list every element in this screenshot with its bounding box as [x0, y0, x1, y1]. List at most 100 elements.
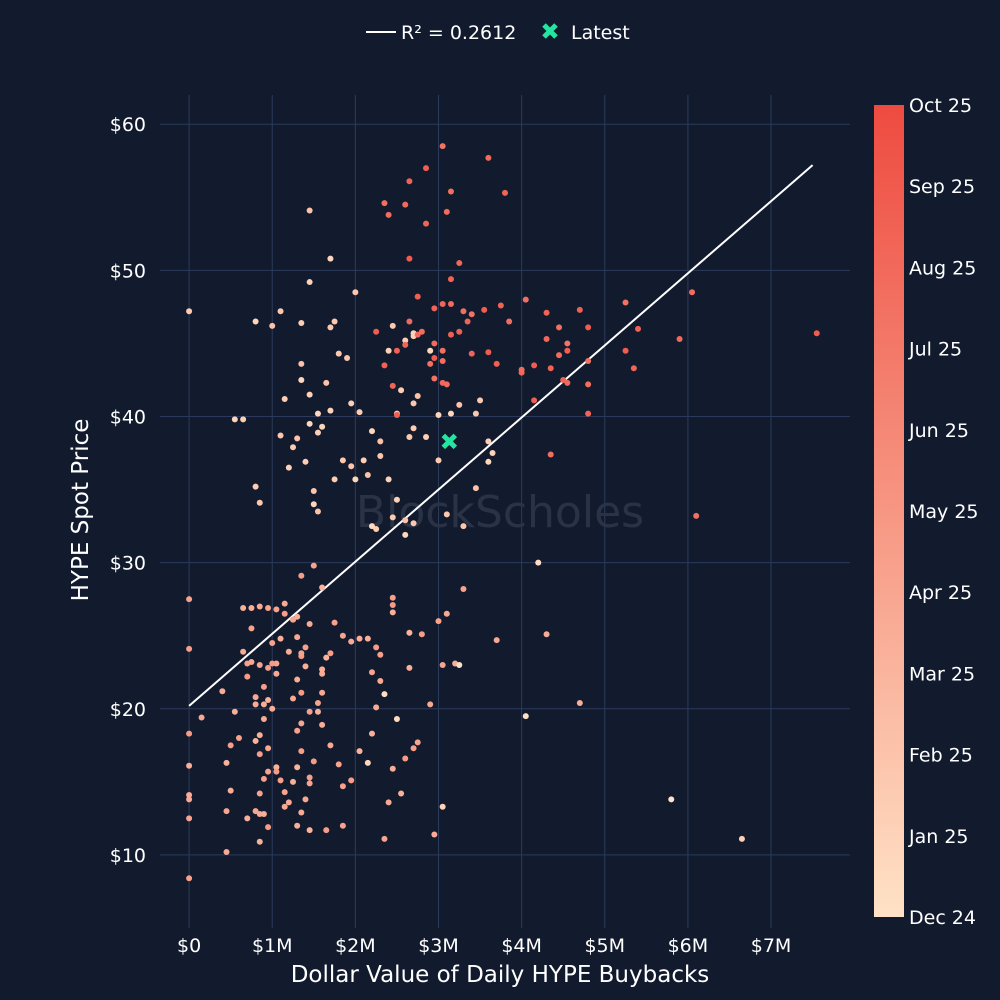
y-axis-ticks: $10 $20 $30 $40 $50 $60 — [110, 114, 146, 867]
scatter-point — [543, 631, 550, 638]
latest-point — [441, 433, 458, 450]
scatter-point — [456, 661, 463, 668]
scatter-point — [319, 423, 326, 430]
scatter-point — [585, 410, 592, 417]
scatter-point — [373, 704, 380, 711]
scatter-point — [339, 822, 346, 829]
scatter-point — [522, 296, 529, 303]
latest-x-icon — [542, 23, 558, 39]
gridlines — [160, 95, 850, 928]
scatter-point — [352, 289, 359, 296]
scatter-point — [344, 355, 351, 362]
scatter-point — [427, 360, 434, 367]
scatter-point — [389, 594, 396, 601]
scatter-point — [402, 341, 409, 348]
scatter-point — [314, 699, 321, 706]
watermark: BlockScholes — [356, 487, 644, 538]
scatter-point — [543, 336, 550, 343]
scatter-point — [368, 523, 375, 530]
scatter-point — [290, 616, 297, 623]
scatter-point — [294, 764, 301, 771]
scatter-point — [439, 661, 446, 668]
scatter-point — [302, 644, 309, 651]
scatter-point — [381, 691, 388, 698]
scatter-point — [406, 178, 413, 185]
scatter-point — [273, 768, 280, 775]
scatter-point — [248, 659, 255, 666]
scatter-point — [327, 407, 334, 414]
y-tick-label: $40 — [110, 407, 146, 429]
scatter-point — [219, 688, 226, 695]
scatter-point — [306, 621, 313, 628]
legend-regression-label[interactable]: R² = 0.2612 — [401, 22, 516, 44]
scatter-point — [439, 347, 446, 354]
scatter-point — [327, 650, 334, 657]
scatter-point — [314, 508, 321, 515]
scatter-point — [506, 318, 513, 325]
scatter-point — [281, 803, 288, 810]
scatter-point — [269, 660, 276, 667]
scatter-point — [460, 585, 467, 592]
scatter-point — [443, 511, 450, 518]
legend[interactable]: R² = 0.2612 Latest — [366, 22, 630, 44]
scatter-point — [294, 676, 301, 683]
scatter-point — [389, 765, 396, 772]
scatter-point — [323, 654, 330, 661]
scatter-point — [630, 365, 637, 372]
scatter-point — [335, 350, 342, 357]
scatter-point — [406, 664, 413, 671]
scatter-point — [252, 694, 259, 701]
scatter-point — [393, 347, 400, 354]
scatter-point — [319, 670, 326, 677]
scatter-point — [265, 697, 272, 704]
scatter-point — [414, 331, 421, 338]
scatter-point — [244, 815, 251, 822]
scatter-point — [585, 381, 592, 388]
scatter-point — [456, 328, 463, 335]
scatter-point — [298, 748, 305, 755]
scatter-point — [423, 165, 430, 172]
colorbar-label: Jul 25 — [908, 339, 962, 361]
y-axis-title: HYPE Spot Price — [68, 419, 94, 602]
scatter-point — [269, 640, 276, 647]
scatter-point — [393, 496, 400, 503]
scatter-point — [547, 365, 554, 372]
scatter-point — [260, 811, 267, 818]
colorbar-label: Feb 25 — [909, 745, 973, 767]
scatter-point — [431, 305, 438, 312]
scatter-point — [393, 412, 400, 419]
scatter-point — [227, 787, 234, 794]
scatter-point — [531, 362, 538, 369]
scatter-point — [281, 600, 288, 607]
scatter-point — [485, 458, 492, 465]
scatter-point — [402, 201, 409, 208]
scatter-point — [260, 701, 267, 708]
scatter-point — [560, 376, 567, 383]
scatter-point — [402, 517, 409, 524]
legend-latest-label[interactable]: Latest — [571, 22, 630, 44]
scatter-point — [393, 716, 400, 723]
scatter-point — [302, 796, 309, 803]
scatter-point — [298, 689, 305, 696]
scatter-point — [373, 526, 380, 533]
scatter-point — [423, 220, 430, 227]
scatter-point — [306, 391, 313, 398]
scatter-point — [406, 255, 413, 262]
scatter-point — [298, 572, 305, 579]
scatter-point — [414, 393, 421, 400]
scatter-point — [310, 562, 317, 569]
scatter-point — [427, 347, 434, 354]
scatter-point — [306, 827, 313, 834]
scatter-point — [294, 613, 301, 620]
colorbar-label: Jan 25 — [908, 826, 969, 848]
scatter-point — [668, 796, 675, 803]
scatter-point — [335, 761, 342, 768]
scatter-point — [348, 400, 355, 407]
scatter-point — [373, 328, 380, 335]
scatter-point — [265, 664, 272, 671]
scatter-point — [281, 395, 288, 402]
colorbar-label: Mar 25 — [909, 663, 975, 685]
scatter-point — [260, 716, 267, 723]
scatter-point — [240, 416, 247, 423]
